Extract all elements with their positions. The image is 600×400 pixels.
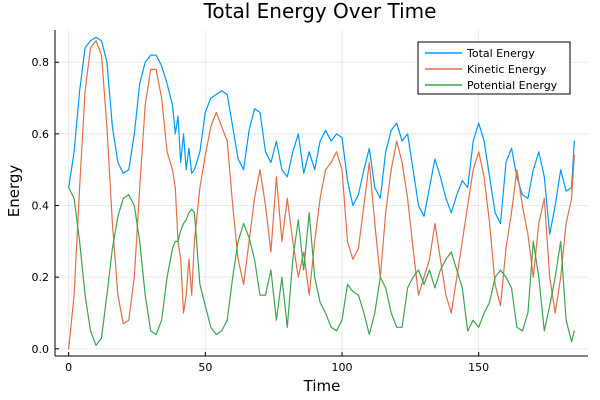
x-tick-label: 150: [468, 361, 489, 374]
x-tick-label: 50: [198, 361, 212, 374]
y-axis-label: Energy: [5, 165, 23, 218]
x-tick-label: 100: [332, 361, 353, 374]
y-tick-label: 0.2: [32, 271, 50, 284]
x-tick-label: 0: [65, 361, 72, 374]
legend-label-potential-energy: Potential Energy: [467, 79, 558, 92]
kinetic-energy-line: [68, 40, 575, 350]
total-energy-line: [68, 36, 575, 235]
legend: Total Energy Kinetic Energy Potential Ener…: [417, 41, 571, 95]
x-axis-label: Time: [303, 377, 341, 395]
potential-energy-line: [68, 187, 575, 346]
y-tick-label: 0.8: [32, 56, 50, 69]
axes: [54, 30, 588, 357]
legend-label-total-energy: Total Energy: [466, 47, 535, 60]
chart-title: Total Energy Over Time: [203, 0, 437, 23]
y-tick-label: 0.0: [32, 343, 50, 356]
legend-label-kinetic-energy: Kinetic Energy: [467, 63, 547, 76]
y-tick-label: 0.6: [32, 128, 50, 141]
tick-labels: 0 50 100 150 0.0 0.2 0.4 0.6 0.8: [32, 56, 490, 374]
series-lines: [68, 36, 575, 350]
y-tick-label: 0.4: [32, 200, 50, 213]
